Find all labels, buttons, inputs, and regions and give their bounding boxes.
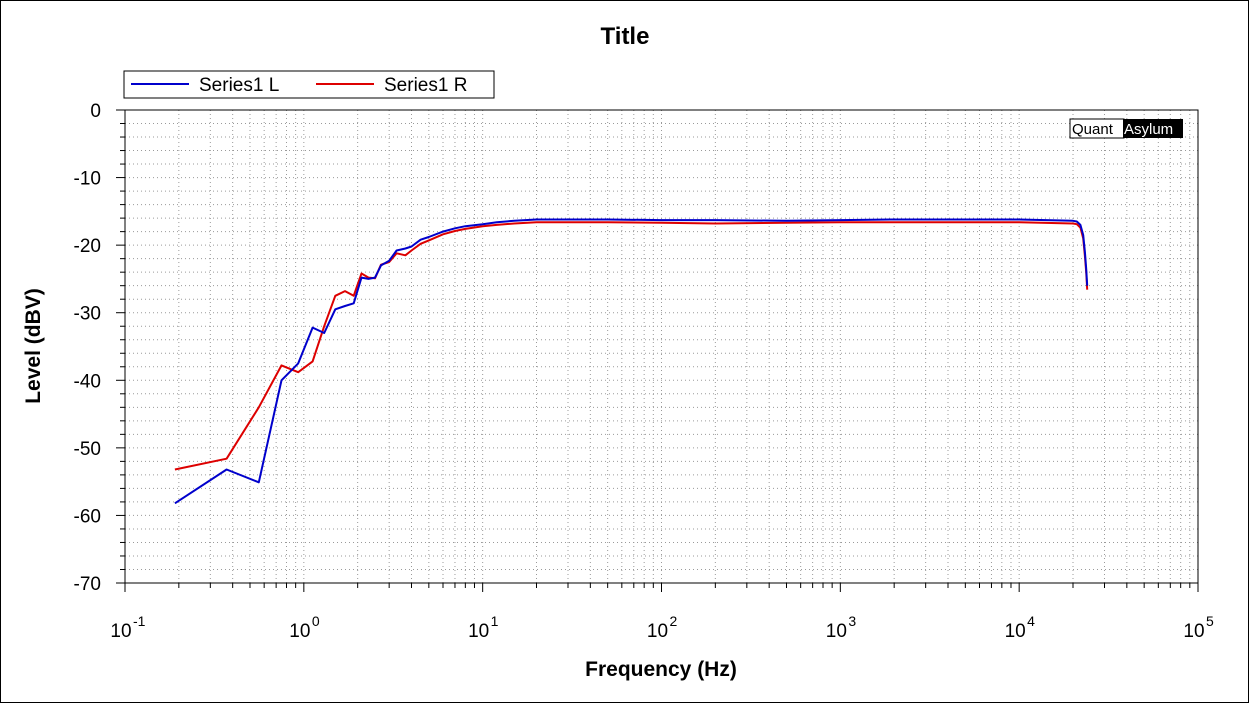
x-tick-label: 10 (468, 621, 489, 642)
y-tick-label: -50 (74, 439, 101, 460)
x-tick-exponent: 3 (848, 613, 856, 629)
axis-ticks (116, 109, 1199, 592)
x-tick-exponent: 4 (1027, 613, 1035, 629)
legend-label-series-r: Series1 R (384, 75, 467, 96)
x-tick-label: 10 (826, 621, 847, 642)
x-tick-exponent: 0 (312, 613, 320, 629)
grid (125, 110, 1198, 583)
y-tick-label: 0 (90, 101, 101, 122)
watermark-text-quant: Quant (1072, 121, 1114, 138)
y-tick-labels: 0 -10 -20 -30 -40 -50 -60 -70 (74, 101, 101, 595)
x-axis-label: Frequency (Hz) (585, 658, 737, 681)
x-tick-label: 10 (647, 621, 668, 642)
y-tick-label: -30 (74, 304, 101, 325)
y-axis-label: Level (dBV) (22, 288, 45, 404)
y-tick-label: -70 (74, 574, 101, 595)
watermark-box-right (1123, 119, 1183, 138)
plot-area (124, 109, 1199, 584)
x-tick-label: 10 (110, 621, 131, 642)
x-tick-labels: 10 -1 10 0 10 1 10 2 10 3 10 4 10 5 (110, 613, 1214, 642)
chart-title: Title (601, 23, 650, 50)
y-tick-label: -60 (74, 506, 101, 527)
x-tick-exponent: 1 (491, 613, 499, 629)
legend: Series1 L Series1 R (123, 70, 495, 99)
x-tick-exponent: -1 (133, 613, 146, 629)
x-tick-label: 10 (1183, 621, 1204, 642)
series-lines (174, 218, 1089, 505)
x-tick-exponent: 5 (1206, 613, 1214, 629)
y-tick-label: -40 (74, 371, 101, 392)
x-tick-label: 10 (1005, 621, 1026, 642)
legend-label-series-l: Series1 L (199, 75, 279, 96)
watermark-text-asylum: Asylum (1124, 121, 1173, 138)
series-line-r (174, 221, 1089, 471)
y-tick-label: -10 (74, 169, 101, 190)
x-tick-exponent: 2 (670, 613, 678, 629)
quantasylum-watermark: Quant Asylum (1069, 118, 1183, 139)
series-line-l (174, 218, 1089, 505)
x-tick-label: 10 (289, 621, 310, 642)
y-tick-label: -20 (74, 236, 101, 257)
